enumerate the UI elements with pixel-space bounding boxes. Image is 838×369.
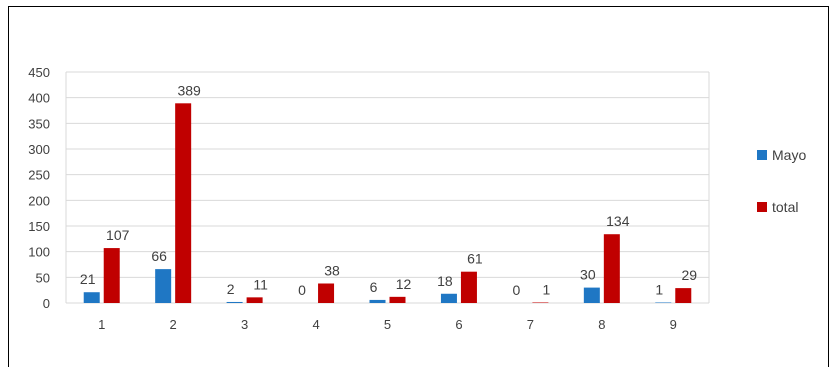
bars <box>83 103 692 304</box>
x-tick-label: 6 <box>455 317 462 332</box>
gridlines <box>65 71 710 304</box>
data-label-total: 12 <box>396 276 412 292</box>
bar-mayo <box>369 299 386 303</box>
x-tick-label: 7 <box>527 317 534 332</box>
y-tick-label: 200 <box>28 193 50 208</box>
bar-total <box>460 271 477 303</box>
y-tick-label: 0 <box>43 296 50 311</box>
data-label-total: 61 <box>467 251 483 267</box>
data-label-total: 1 <box>542 281 550 297</box>
data-label-total: 38 <box>324 262 340 278</box>
chart-frame <box>8 6 829 367</box>
data-label-mayo: 0 <box>512 282 520 298</box>
x-axis: 1 2 3 4 5 6 7 8 9 <box>98 317 677 332</box>
bar-mayo <box>155 269 172 303</box>
x-tick-label: 4 <box>312 317 319 332</box>
x-tick-label: 5 <box>384 317 391 332</box>
bar-mayo <box>583 287 600 303</box>
bar-total <box>318 283 335 303</box>
bar-total <box>532 302 549 303</box>
data-label-total: 134 <box>606 213 630 229</box>
x-tick-label: 8 <box>598 317 605 332</box>
data-label-mayo: 1 <box>655 281 663 297</box>
bar-total <box>103 248 120 303</box>
y-axis: 0 50 100 150 200 250 300 350 400 450 <box>28 65 50 311</box>
data-label-mayo: 2 <box>227 281 235 297</box>
data-label-total: 389 <box>177 82 201 98</box>
data-label-mayo: 66 <box>151 248 167 264</box>
legend-label-mayo: Mayo <box>772 147 806 163</box>
data-label-mayo: 30 <box>580 267 596 283</box>
x-tick-label: 3 <box>241 317 248 332</box>
y-tick-label: 150 <box>28 219 50 234</box>
bar-total <box>175 103 192 304</box>
data-label-mayo: 0 <box>298 282 306 298</box>
legend-swatch-mayo <box>757 150 767 160</box>
data-label-total: 11 <box>253 276 268 292</box>
bar-mayo <box>440 293 457 303</box>
x-tick-label: 1 <box>98 317 105 332</box>
bar-total <box>246 297 263 303</box>
data-label-mayo: 21 <box>80 271 96 287</box>
y-tick-label: 100 <box>28 245 50 260</box>
bar-total <box>675 288 692 303</box>
legend: Mayo total <box>757 147 806 215</box>
legend-swatch-total <box>757 202 767 212</box>
data-label-total: 107 <box>106 227 130 243</box>
data-label-mayo: 6 <box>370 279 378 295</box>
legend-label-total: total <box>772 199 798 215</box>
y-tick-label: 400 <box>28 91 50 106</box>
bar-total <box>603 234 620 303</box>
bar-total <box>389 296 406 303</box>
bar-mayo <box>655 302 672 303</box>
data-label-total: 29 <box>681 267 697 283</box>
bar-mayo <box>83 292 100 303</box>
data-labels: 21 107 66 389 2 11 0 38 6 12 18 61 0 1 30 134 1 29 <box>80 82 697 298</box>
x-tick-label: 9 <box>670 317 677 332</box>
y-tick-label: 250 <box>28 168 50 183</box>
bar-mayo <box>226 301 243 303</box>
y-tick-label: 350 <box>28 116 50 131</box>
data-label-mayo: 18 <box>437 273 453 289</box>
y-tick-label: 450 <box>28 65 50 80</box>
y-tick-label: 300 <box>28 142 50 157</box>
x-tick-label: 2 <box>170 317 177 332</box>
y-tick-label: 50 <box>36 270 50 285</box>
